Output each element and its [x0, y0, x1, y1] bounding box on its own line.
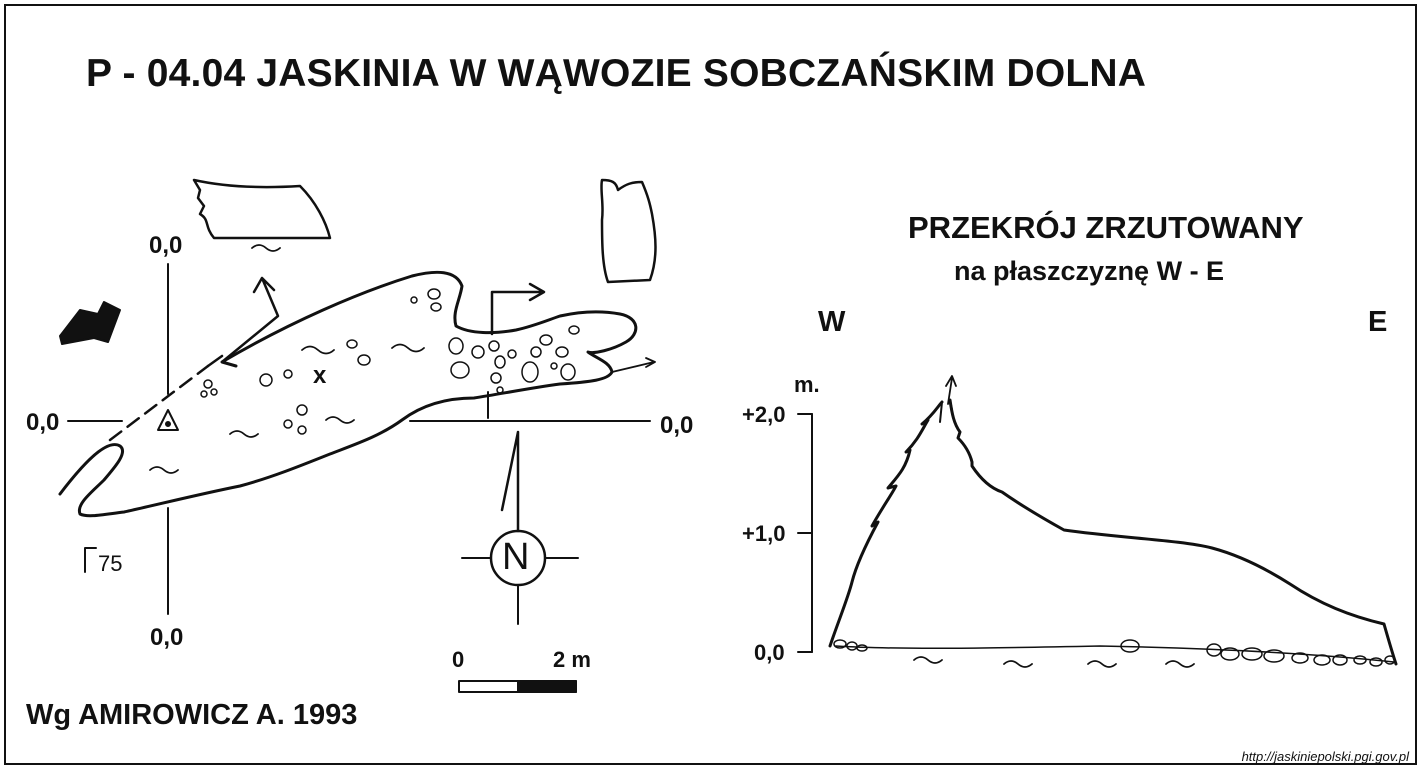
section-arrow-right	[490, 282, 546, 336]
point-marker: x	[313, 362, 327, 389]
scale-label-start: 0	[452, 647, 465, 672]
section-arrow-left	[220, 276, 280, 364]
entrance-arrow-icon	[59, 301, 121, 345]
section-sediment-marks	[913, 656, 1195, 668]
section-subtitle: na płaszczyznę W - E	[954, 256, 1225, 286]
cave-plan-outline	[58, 270, 638, 518]
entrance-dashed-line	[108, 364, 210, 442]
section-floor-line	[835, 645, 1395, 663]
source-url: http://jaskiniepolski.pgi.gov.pl	[1241, 749, 1409, 764]
section-title: PRZEKRÓJ ZRZUTOWANY	[908, 210, 1304, 245]
scale-bar	[458, 680, 577, 693]
cross-section-left	[192, 178, 332, 240]
section-axis	[797, 413, 813, 653]
depth-label: 75	[98, 551, 123, 576]
north-compass-icon	[461, 430, 579, 625]
section-profile	[828, 398, 1398, 666]
cross-section-right	[600, 178, 657, 284]
author-credit: Wg AMIROWICZ A. 1993	[26, 699, 358, 731]
plan-axes	[67, 263, 651, 615]
plan-boulders	[200, 288, 580, 435]
axis-label-top: 0,0	[149, 232, 183, 259]
direction-east: E	[1368, 306, 1388, 338]
map-frame	[4, 4, 1417, 765]
page-title: P - 04.04 JASKINIA W WĄWOZIE SOBCZAŃSKIM…	[86, 52, 1147, 95]
section-unit: m.	[794, 372, 820, 397]
axis-label-bottom: 0,0	[150, 624, 184, 651]
direction-west: W	[818, 306, 846, 338]
survey-station-icon	[157, 409, 179, 431]
axis-label-left: 0,0	[26, 409, 60, 436]
section-up-arrow	[945, 375, 957, 405]
axis-label-right: 0,0	[660, 412, 694, 439]
plan-sediment-marks	[149, 343, 425, 474]
continuation-arrow	[611, 357, 656, 373]
section-level-base: 0,0	[754, 640, 785, 665]
north-label: N	[502, 536, 530, 578]
section-floor-boulders	[833, 639, 1396, 667]
scale-label-end: 2 m	[553, 647, 591, 672]
section-level-mid: +1,0	[742, 521, 786, 546]
section-level-top: +2,0	[742, 402, 786, 427]
